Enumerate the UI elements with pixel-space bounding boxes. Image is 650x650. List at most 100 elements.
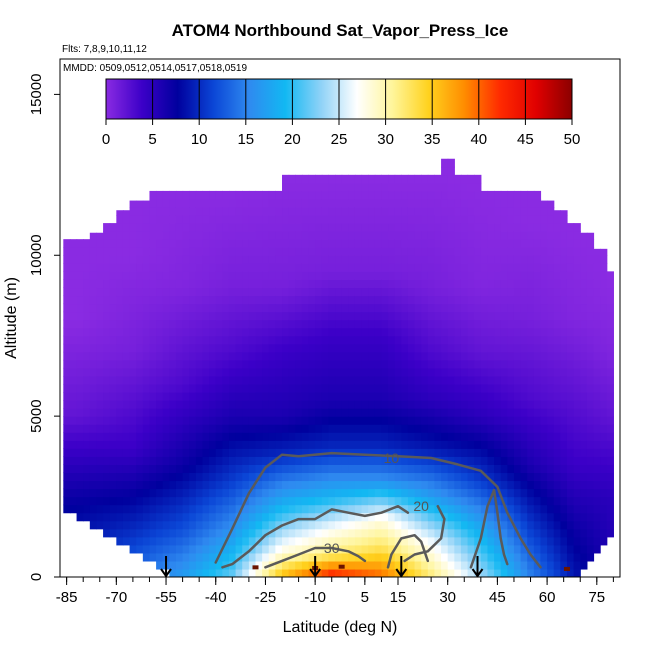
heat-cell — [288, 520, 296, 530]
heat-cell — [600, 319, 608, 329]
heat-cell — [335, 432, 343, 441]
heat-cell — [361, 560, 369, 570]
heat-cell — [182, 448, 190, 457]
heat-cell — [122, 311, 131, 321]
heat-cell — [368, 311, 376, 321]
heat-cell — [235, 512, 243, 522]
heat-cell — [341, 480, 349, 490]
heat-cell — [295, 568, 303, 577]
heat-cell — [441, 190, 449, 200]
heat-cell — [96, 319, 104, 329]
heat-cell — [89, 496, 98, 506]
heat-cell — [354, 472, 363, 482]
heat-cell — [606, 327, 614, 337]
heat-cell — [301, 351, 310, 361]
heat-cell — [228, 190, 237, 200]
heat-cell — [480, 215, 489, 224]
heat-cell — [103, 327, 111, 337]
heat-cell — [136, 200, 144, 208]
heat-cell — [586, 319, 595, 329]
heat-cell — [103, 367, 111, 377]
heat-cell — [368, 496, 376, 506]
heat-cell — [136, 287, 144, 297]
heat-cell — [175, 207, 184, 216]
heat-cell — [275, 319, 283, 329]
heat-cell — [136, 319, 144, 329]
heat-cell — [500, 223, 508, 232]
heat-cell — [354, 182, 363, 192]
heat-cell — [566, 528, 575, 538]
heat-cell — [122, 255, 131, 264]
heat-cell — [288, 496, 296, 506]
heat-cell — [494, 255, 502, 264]
heat-cell — [83, 247, 91, 256]
heat-cell — [361, 231, 369, 240]
heat-cell — [142, 472, 151, 482]
heat-cell — [401, 263, 409, 272]
heat-cell — [103, 311, 111, 321]
heat-cell — [89, 375, 98, 385]
heat-cell — [520, 528, 528, 538]
heat-cell — [182, 359, 190, 369]
heat-cell — [427, 536, 436, 546]
heat-cell — [573, 528, 581, 538]
heat-cell — [136, 247, 144, 256]
heat-cell — [454, 544, 462, 554]
heat-cell — [480, 367, 489, 377]
heat-cell — [76, 255, 84, 264]
heat-cell — [454, 464, 462, 474]
heat-cell — [182, 271, 190, 280]
heat-cell — [348, 448, 356, 457]
heat-cell — [566, 480, 575, 490]
heat-cell — [248, 480, 257, 490]
heat-cell — [116, 408, 124, 417]
heat-cell — [388, 520, 396, 530]
heat-cell — [520, 327, 528, 337]
heat-cell — [606, 367, 614, 377]
heat-cell — [427, 223, 436, 232]
heat-cell — [407, 295, 416, 305]
heat-cell — [407, 416, 416, 425]
heat-cell — [500, 504, 508, 514]
heat-cell — [480, 448, 489, 457]
heat-cell — [262, 311, 270, 321]
heat-cell — [487, 448, 495, 457]
heat-cell — [606, 472, 614, 482]
heat-cell — [374, 480, 383, 490]
heat-cell — [315, 207, 323, 216]
heat-cell — [460, 351, 469, 361]
heat-cell — [156, 239, 164, 248]
heat-cell — [600, 351, 608, 361]
heat-cell — [348, 190, 356, 200]
heat-cell — [540, 464, 548, 474]
heat-cell — [301, 367, 310, 377]
heat-cell — [441, 359, 449, 369]
heat-cell — [122, 215, 131, 224]
heat-cell — [195, 432, 204, 441]
heat-cell — [335, 335, 343, 345]
heat-cell — [321, 303, 330, 313]
heat-cell — [76, 432, 84, 441]
heat-cell — [480, 255, 489, 264]
heat-cell — [520, 464, 528, 474]
heat-cell — [407, 383, 416, 393]
heat-cell — [282, 448, 290, 457]
heat-cell — [348, 359, 356, 369]
heat-cell — [335, 255, 343, 264]
heat-cell — [83, 287, 91, 297]
heat-cell — [202, 480, 210, 490]
heat-cell — [401, 335, 409, 345]
heat-cell — [600, 464, 608, 474]
heatmap-cells — [63, 158, 614, 577]
heat-cell — [394, 247, 402, 256]
heat-cell — [368, 198, 376, 208]
heat-cell — [494, 544, 502, 554]
heat-cell — [76, 424, 84, 433]
heat-cell — [295, 351, 303, 361]
heat-cell — [195, 512, 204, 522]
heat-cell — [507, 343, 515, 353]
heat-cell — [606, 295, 614, 305]
heat-cell — [460, 319, 469, 329]
heat-cell — [255, 488, 263, 498]
heat-cell — [586, 343, 595, 353]
